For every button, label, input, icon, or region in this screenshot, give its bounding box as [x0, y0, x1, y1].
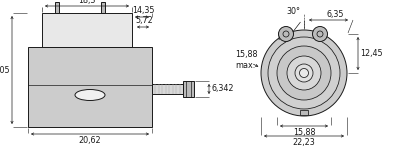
Text: 12,45: 12,45	[360, 49, 383, 58]
Text: R: R	[278, 34, 283, 42]
Bar	[42, 13, 132, 47]
Bar	[101, 2, 105, 13]
Circle shape	[295, 64, 313, 82]
Circle shape	[287, 56, 321, 90]
Circle shape	[277, 46, 331, 100]
Text: 20,62: 20,62	[79, 136, 101, 145]
Text: 19,05: 19,05	[0, 66, 10, 75]
Circle shape	[268, 37, 340, 109]
Text: 15,88: 15,88	[293, 128, 315, 137]
Circle shape	[312, 26, 328, 41]
Bar	[152, 84, 183, 94]
Text: 6,35: 6,35	[327, 10, 344, 19]
Bar	[183, 81, 194, 97]
Circle shape	[261, 30, 347, 116]
Bar	[300, 110, 308, 115]
Text: 14,35: 14,35	[132, 6, 154, 15]
Bar	[28, 47, 152, 127]
Circle shape	[278, 26, 294, 41]
Text: 18,3: 18,3	[78, 0, 96, 5]
Text: 30°: 30°	[286, 7, 300, 16]
Text: 22,23: 22,23	[293, 138, 315, 147]
Circle shape	[300, 69, 308, 77]
Bar	[55, 2, 59, 13]
Text: 15,88: 15,88	[235, 51, 258, 60]
Text: 6,342: 6,342	[211, 85, 234, 93]
Text: 5,72: 5,72	[135, 16, 153, 25]
Ellipse shape	[75, 90, 105, 101]
Text: max.: max.	[235, 61, 255, 70]
